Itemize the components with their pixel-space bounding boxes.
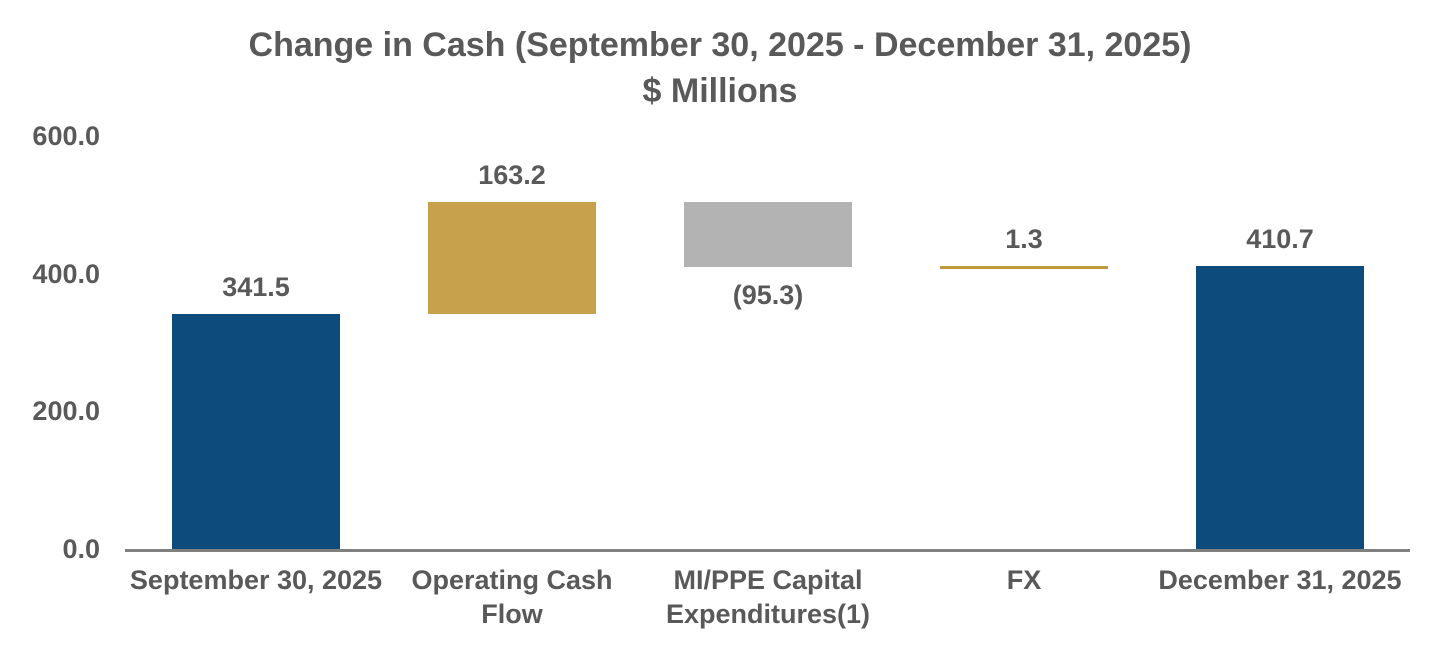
bar-value-label-september-30-2025: 341.5 bbox=[222, 271, 290, 302]
y-axis-tick-label: 200.0 bbox=[32, 396, 100, 427]
chart-title: Change in Cash (September 30, 2025 - Dec… bbox=[248, 26, 1192, 64]
bar-value-label-december-31-2025: 410.7 bbox=[1246, 224, 1314, 255]
waterfall-bar-september-30-2025 bbox=[172, 313, 340, 549]
x-axis-category-label-operating-cash-flow: Operating Cash Flow bbox=[384, 563, 640, 631]
chart-title-block: Change in Cash (September 30, 2025 - Dec… bbox=[0, 22, 1440, 114]
y-axis-tick-label: 400.0 bbox=[32, 258, 100, 289]
x-axis-category-line: FX bbox=[1006, 565, 1042, 595]
x-axis-category-label-september-30-2025: September 30, 2025 bbox=[128, 563, 384, 597]
chart-subtitle: $ Millions bbox=[642, 72, 798, 110]
x-axis-category-line: September 30, 2025 bbox=[129, 565, 383, 595]
x-axis-line bbox=[125, 549, 1410, 552]
y-axis-tick-label: 600.0 bbox=[32, 120, 100, 151]
x-axis-category-line: Expenditures(1) bbox=[665, 599, 871, 629]
x-axis-category-label-fx: FX bbox=[896, 563, 1152, 597]
x-axis-category-label-mi-ppe-capital-expenditures-1: MI/PPE Capital Expenditures(1) bbox=[640, 563, 896, 631]
x-axis-category-line: December 31, 2025 bbox=[1158, 565, 1402, 595]
x-axis-category-label-december-31-2025: December 31, 2025 bbox=[1152, 563, 1408, 597]
bar-value-label-mi-ppe-capital-expenditures-1: (95.3) bbox=[732, 280, 804, 311]
x-axis-category-line: Flow bbox=[481, 599, 543, 629]
y-axis-tick-label: 0.0 bbox=[62, 534, 100, 564]
bar-value-label-fx: 1.3 bbox=[1005, 224, 1043, 255]
waterfall-bar-december-31-2025 bbox=[1196, 266, 1364, 549]
bar-value-label-operating-cash-flow: 163.2 bbox=[478, 159, 546, 190]
waterfall-bar-mi-ppe-capital-expenditures-1 bbox=[684, 201, 852, 268]
waterfall-bar-operating-cash-flow bbox=[428, 201, 596, 314]
x-axis-category-line: MI/PPE Capital bbox=[673, 565, 863, 595]
waterfall-bar-fx bbox=[940, 266, 1108, 270]
x-axis-category-line: Operating Cash bbox=[411, 565, 613, 595]
